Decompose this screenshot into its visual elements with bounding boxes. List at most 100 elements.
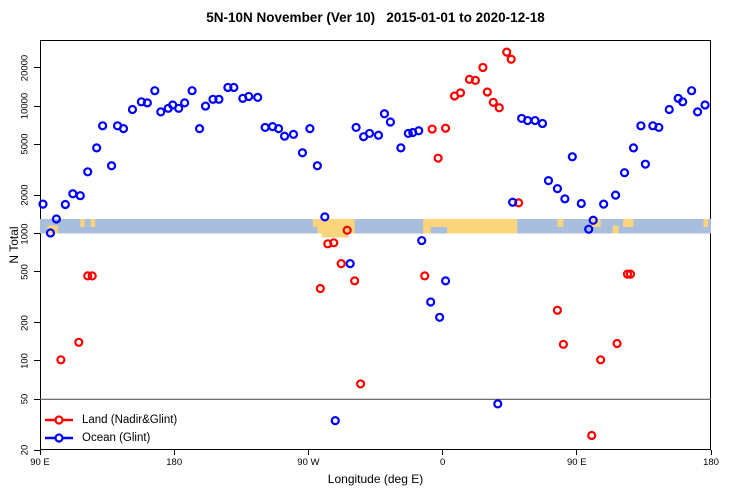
data-point-ocean (214, 94, 224, 104)
data-point-ocean (45, 228, 56, 238)
data-point-land (420, 271, 430, 281)
data-point-ocean (279, 131, 290, 141)
data-point-ocean (273, 124, 284, 134)
data-point-ocean (98, 121, 108, 131)
data-point-ocean (576, 198, 586, 209)
data-point-ocean (373, 130, 384, 140)
data-point-land (488, 97, 498, 107)
y-tick (34, 449, 40, 451)
y-tick-label: 10000 (19, 92, 31, 120)
data-point-ocean (68, 189, 78, 199)
data-point-ocean (435, 312, 445, 322)
y-tick-label: 20000 (19, 54, 31, 81)
data-point-ocean (508, 197, 518, 207)
y-tick-label: 2000 (19, 184, 31, 206)
chart-title: 5N-10N November (Ver 10) 2015-01-01 to 2… (206, 10, 545, 25)
plot-area (40, 40, 711, 450)
data-point-land (427, 124, 437, 134)
y-tick-label: 50 (19, 393, 31, 405)
data-point-ocean (150, 86, 160, 96)
data-point-land (315, 283, 325, 294)
data-point-ocean (385, 117, 396, 127)
data-point-land (355, 379, 366, 389)
y-tick (34, 143, 40, 145)
geo-band-land (430, 218, 448, 227)
data-point-ocean (414, 126, 424, 136)
x-tick-label: 180 (166, 457, 183, 468)
legend-label-ocean: Ocean (Glint) (82, 432, 151, 444)
x-tick-label: 0 (439, 457, 446, 468)
data-point-land (350, 276, 360, 286)
data-point-ocean (379, 109, 390, 119)
x-tick (307, 450, 309, 455)
data-point-ocean (345, 259, 355, 269)
y-tick (34, 194, 40, 196)
y-tick-label: 1000 (19, 222, 31, 245)
data-point-ocean (200, 101, 211, 111)
data-point-ocean (180, 98, 190, 108)
data-point-ocean (83, 167, 93, 177)
data-point-ocean (51, 214, 62, 224)
data-point-ocean (305, 124, 315, 134)
data-point-land (440, 123, 451, 133)
data-point-ocean (174, 103, 184, 113)
data-point-ocean (127, 104, 138, 115)
data-point-ocean (60, 199, 70, 210)
geo-band-land (321, 233, 349, 238)
data-point-ocean (417, 235, 427, 246)
data-point-ocean (560, 194, 570, 204)
x-tick-label: 90 W (297, 457, 320, 468)
geo-band-ocean (40, 218, 711, 234)
data-point-ocean (543, 176, 554, 186)
data-point-ocean (440, 276, 451, 286)
data-point-ocean (156, 107, 166, 117)
y-tick-label: 20 (19, 444, 31, 456)
geo-band-land (312, 218, 318, 227)
data-point-ocean (692, 107, 703, 117)
data-point-land (502, 47, 512, 57)
data-point-land (329, 238, 339, 248)
data-point-ocean (664, 104, 674, 115)
x-tick (39, 450, 41, 455)
data-point-ocean (619, 168, 630, 178)
data-point-land (558, 339, 568, 349)
data-point-ocean (253, 92, 263, 102)
data-point-ocean (610, 190, 621, 200)
data-point-land (433, 153, 443, 163)
data-point-ocean (364, 128, 375, 139)
data-point-ocean (537, 118, 548, 129)
data-point-ocean (260, 122, 270, 133)
data-point-land (596, 355, 606, 365)
x-tick-label: 90 E (567, 457, 587, 468)
data-point-ocean (312, 161, 322, 171)
geo-band-land (612, 225, 619, 234)
x-tick-label: 180 (703, 457, 719, 468)
data-point-ocean (396, 143, 406, 153)
x-tick (576, 450, 578, 455)
data-point-land (587, 430, 597, 441)
data-point-land (506, 54, 516, 64)
data-point-ocean (640, 159, 650, 169)
data-point-land (83, 271, 93, 281)
data-point-land (625, 269, 636, 279)
data-point-land (552, 305, 563, 315)
data-point-land (494, 103, 504, 113)
x-tick-label: 90 E (30, 457, 50, 468)
y-tick (34, 67, 40, 69)
data-point-ocean (584, 224, 594, 234)
geo-band-land (423, 218, 431, 234)
legend-swatch-land (45, 415, 73, 425)
data-point-ocean (320, 212, 330, 222)
data-point-ocean (636, 121, 646, 131)
legend-item-land: Land (Nadir&Glint) (44, 411, 177, 429)
geo-band-land (623, 218, 634, 227)
geo-band-land (317, 218, 355, 234)
data-point-ocean (654, 122, 664, 133)
data-point-land (455, 88, 466, 98)
y-tick (34, 360, 40, 362)
data-point-ocean (588, 215, 598, 225)
y-tick (34, 105, 40, 107)
data-point-land (56, 355, 66, 365)
data-point-ocean (552, 184, 563, 194)
